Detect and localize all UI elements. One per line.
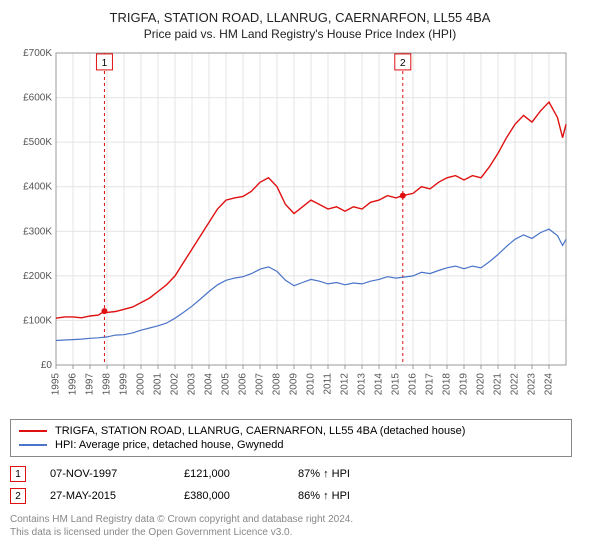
legend-row: HPI: Average price, detached house, Gwyn…	[19, 438, 563, 452]
svg-text:2013: 2013	[357, 373, 368, 396]
legend-label: HPI: Average price, detached house, Gwyn…	[55, 439, 284, 451]
svg-text:2010: 2010	[306, 373, 317, 396]
svg-text:2007: 2007	[255, 373, 266, 396]
svg-text:2: 2	[400, 58, 406, 69]
chart-titles: TRIGFA, STATION ROAD, LLANRUG, CAERNARFO…	[10, 10, 590, 41]
svg-text:£100K: £100K	[23, 315, 52, 326]
marker-hpi: 86% ↑ HPI	[298, 490, 408, 502]
svg-text:£400K: £400K	[23, 182, 52, 193]
marker-row: 1 07-NOV-1997 £121,000 87% ↑ HPI	[10, 463, 570, 485]
svg-text:1995: 1995	[51, 373, 62, 396]
svg-text:£0: £0	[41, 360, 53, 371]
marker-row: 2 27-MAY-2015 £380,000 86% ↑ HPI	[10, 485, 570, 507]
marker-price: £380,000	[184, 490, 274, 502]
svg-text:2022: 2022	[510, 373, 521, 396]
marker-hpi: 87% ↑ HPI	[298, 468, 408, 480]
marker-date: 07-NOV-1997	[50, 468, 160, 480]
svg-text:£300K: £300K	[23, 226, 52, 237]
legend-swatch	[19, 430, 47, 432]
marker-table: 1 07-NOV-1997 £121,000 87% ↑ HPI 2 27-MAY-201…	[10, 463, 570, 507]
marker-number-box: 1	[10, 466, 26, 482]
svg-text:2016: 2016	[408, 373, 419, 396]
legend: TRIGFA, STATION ROAD, LLANRUG, CAERNARFO…	[10, 419, 572, 457]
svg-text:2018: 2018	[442, 373, 453, 396]
svg-text:2015: 2015	[391, 373, 402, 396]
footer-line-2: This data is licensed under the Open Gov…	[10, 526, 590, 539]
svg-text:£200K: £200K	[23, 271, 52, 282]
chart-svg: £0 £100K £200K £300K £400K £500K £600K £700K 199…	[10, 45, 570, 415]
svg-text:2009: 2009	[289, 373, 300, 396]
svg-text:2000: 2000	[136, 373, 147, 396]
svg-text:2023: 2023	[527, 373, 538, 396]
svg-text:2011: 2011	[323, 373, 334, 395]
legend-swatch	[19, 444, 47, 446]
svg-text:2014: 2014	[374, 373, 385, 396]
legend-row: TRIGFA, STATION ROAD, LLANRUG, CAERNARFO…	[19, 424, 563, 438]
svg-text:2008: 2008	[272, 373, 283, 396]
legend-label: TRIGFA, STATION ROAD, LLANRUG, CAERNARFO…	[55, 425, 465, 437]
svg-text:1997: 1997	[85, 373, 96, 396]
svg-text:£600K: £600K	[23, 93, 52, 104]
svg-text:2020: 2020	[476, 373, 487, 396]
svg-text:2012: 2012	[340, 373, 351, 396]
footer-attribution: Contains HM Land Registry data © Crown c…	[10, 513, 590, 539]
svg-text:2002: 2002	[170, 373, 181, 396]
svg-text:2003: 2003	[187, 373, 198, 396]
svg-text:2021: 2021	[493, 373, 504, 396]
svg-text:2024: 2024	[544, 373, 555, 396]
svg-text:2004: 2004	[204, 373, 215, 396]
svg-text:2006: 2006	[238, 373, 249, 396]
svg-text:£700K: £700K	[23, 48, 52, 59]
svg-text:1999: 1999	[119, 373, 130, 396]
svg-text:2005: 2005	[221, 373, 232, 396]
svg-text:2017: 2017	[425, 373, 436, 396]
svg-text:£500K: £500K	[23, 137, 52, 148]
title-main: TRIGFA, STATION ROAD, LLANRUG, CAERNARFO…	[10, 10, 590, 25]
marker-number-box: 2	[10, 488, 26, 504]
svg-text:1: 1	[102, 58, 108, 69]
marker-date: 27-MAY-2015	[50, 490, 160, 502]
line-chart: £0 £100K £200K £300K £400K £500K £600K £700K 199…	[10, 45, 570, 415]
svg-text:1998: 1998	[102, 373, 113, 396]
footer-line-1: Contains HM Land Registry data © Crown c…	[10, 513, 590, 526]
svg-text:2019: 2019	[459, 373, 470, 396]
svg-text:2001: 2001	[153, 373, 164, 396]
svg-text:1996: 1996	[68, 373, 79, 396]
marker-price: £121,000	[184, 468, 274, 480]
title-sub: Price paid vs. HM Land Registry's House …	[10, 27, 590, 41]
